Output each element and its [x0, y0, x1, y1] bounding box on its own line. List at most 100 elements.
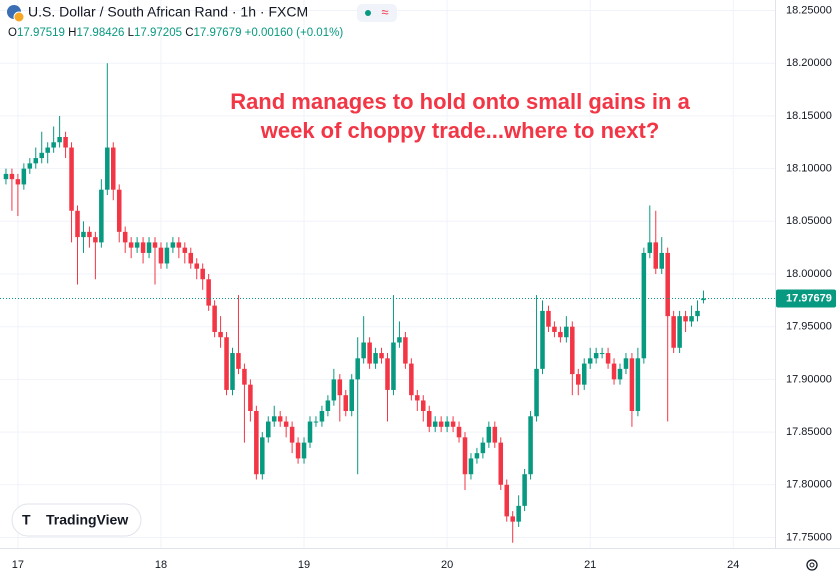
candle-body: [254, 411, 259, 475]
candle-body: [349, 379, 354, 411]
candle-body: [343, 395, 349, 411]
legend-value: 17.97519: [17, 27, 65, 39]
candle-body: [581, 363, 587, 385]
candle-body: [677, 316, 682, 348]
candle-body: [671, 316, 676, 348]
candle-body: [629, 358, 635, 411]
candle-body: [659, 252, 664, 269]
candle-body: [3, 173, 9, 180]
candle-body: [379, 353, 384, 359]
candle-body: [33, 158, 39, 164]
candle-body: [295, 442, 301, 459]
candle-body: [587, 358, 593, 364]
candle-body: [653, 242, 659, 269]
candle-body: [689, 316, 694, 322]
candle-body: [611, 363, 617, 380]
candle-body: [438, 421, 444, 427]
candle-body: [200, 268, 205, 280]
candle-body: [170, 242, 176, 248]
candle-body: [492, 426, 498, 443]
candle-body: [540, 310, 545, 369]
candle-body: [504, 484, 509, 517]
y-tick-label: 17.80000: [786, 479, 832, 491]
candle-body: [277, 416, 283, 422]
legend-value: 17.97679: [194, 27, 242, 39]
x-tick-label: 24: [727, 559, 739, 571]
last-price-label: 17.97679: [786, 292, 832, 304]
candle-body: [403, 337, 408, 364]
candle-body: [337, 379, 343, 396]
candle-body: [450, 421, 456, 427]
candle-body: [307, 421, 313, 443]
status-badge[interactable]: ≈: [357, 4, 397, 22]
candle-body: [444, 421, 450, 427]
candle-body: [599, 353, 605, 355]
candle-body: [51, 142, 56, 148]
legend-value: 17.97205: [134, 27, 182, 39]
candle-body: [432, 421, 438, 427]
y-tick-label: 18.15000: [786, 110, 832, 122]
candle-body: [260, 437, 265, 475]
candle-body: [665, 252, 670, 317]
candle-body: [158, 247, 164, 264]
candle-body: [224, 337, 229, 390]
x-tick-label: 21: [584, 559, 596, 571]
y-tick-label: 18.00000: [786, 268, 832, 280]
candle-body: [558, 331, 563, 338]
legend-label: C: [185, 27, 193, 39]
candle-body: [122, 231, 128, 243]
candle-body: [63, 137, 68, 148]
candle-body: [45, 147, 50, 153]
candle-body: [194, 263, 199, 269]
candle-body: [116, 189, 122, 232]
change-percent: (+0.01%): [296, 27, 343, 39]
candle-body: [570, 326, 575, 375]
candle-body: [87, 231, 92, 238]
candle-body: [683, 316, 688, 322]
candle-body: [21, 168, 27, 185]
candle-body: [397, 337, 402, 343]
candle-body: [99, 189, 104, 243]
candle-body: [283, 421, 289, 427]
candle-body: [325, 400, 331, 411]
candle-body: [75, 210, 80, 238]
candle-body: [456, 426, 462, 438]
candle-body: [146, 242, 152, 253]
candle-body: [385, 358, 390, 390]
candle-body: [331, 379, 337, 401]
candle-body: [522, 474, 527, 506]
candle-body: [534, 368, 539, 417]
candle-body: [480, 442, 486, 454]
legend-value: 17.98426: [76, 27, 124, 39]
candle-body: [230, 353, 235, 390]
y-tick-label: 17.75000: [786, 531, 832, 543]
x-tick-label: 19: [298, 559, 310, 571]
legend-label: H: [68, 27, 76, 39]
candle-body: [409, 363, 414, 396]
settings-icon[interactable]: [806, 559, 818, 571]
watermark-box[interactable]: T TradingView: [11, 503, 142, 537]
candle-body: [111, 147, 116, 190]
candle-body: [576, 374, 581, 385]
candle-body: [647, 242, 653, 253]
candle-body: [468, 458, 474, 475]
candle-body: [27, 163, 33, 169]
candle-body: [426, 411, 432, 427]
candle-body: [9, 173, 15, 180]
candle-body: [498, 442, 504, 485]
candle-body: [415, 395, 420, 401]
candle-body: [39, 152, 44, 159]
candle-body: [164, 247, 170, 264]
annotation: Rand manages to hold onto small gains in…: [230, 89, 690, 114]
symbol-flag: [7, 5, 25, 23]
candle-body: [301, 442, 307, 459]
candle-body: [355, 358, 360, 380]
candle-body: [188, 252, 194, 264]
y-tick-label: 18.25000: [786, 4, 832, 16]
candle-body: [289, 426, 295, 443]
candle-body: [701, 298, 706, 301]
candle-body: [140, 242, 146, 253]
change: +0.00160: [245, 27, 293, 39]
